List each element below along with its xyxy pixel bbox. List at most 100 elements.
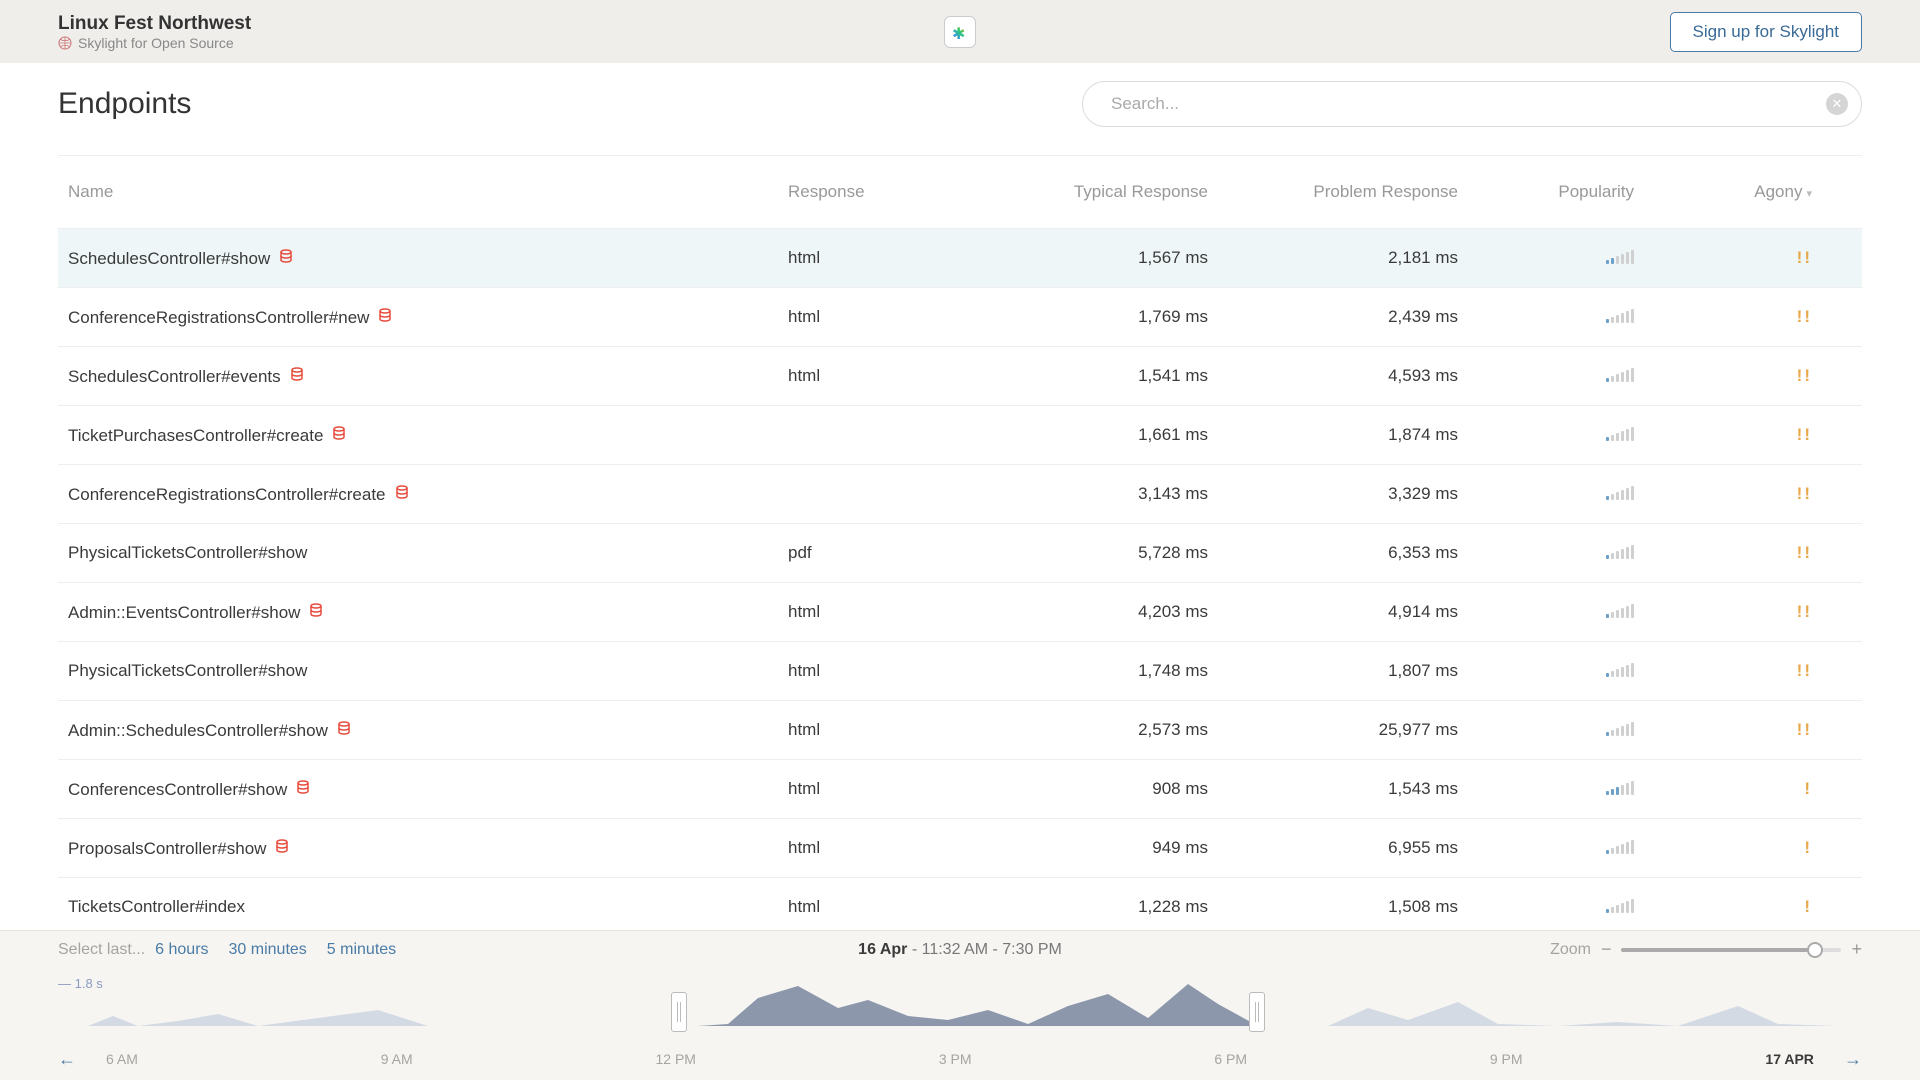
popularity-bars: [1458, 720, 1658, 741]
typical-response: 1,769 ms: [978, 307, 1208, 327]
range-handle-left[interactable]: [671, 992, 687, 1032]
response-type: pdf: [788, 543, 978, 563]
zoom-out-button[interactable]: −: [1601, 939, 1612, 960]
table-row[interactable]: TicketsController#indexhtml1,228 ms1,508…: [58, 877, 1862, 936]
tick-label: 6 PM: [1214, 1051, 1247, 1067]
search-wrap: ✕: [1082, 81, 1862, 127]
subtitle-text: Skylight for Open Source: [78, 35, 234, 51]
popularity-bars: [1458, 248, 1658, 269]
endpoint-name: PhysicalTicketsController#show: [68, 661, 307, 680]
range-link[interactable]: 5 minutes: [327, 941, 396, 958]
popularity-bars: [1458, 897, 1658, 918]
table-row[interactable]: Admin::EventsController#showhtml4,203 ms…: [58, 582, 1862, 641]
table-row[interactable]: ConferenceRegistrationsController#newhtm…: [58, 287, 1862, 346]
agony-indicator: !: [1804, 897, 1812, 916]
problem-response: 6,955 ms: [1208, 838, 1458, 858]
table-row[interactable]: PhysicalTicketsController#showhtml1,748 …: [58, 641, 1862, 700]
scroll-right-button[interactable]: →: [1844, 1049, 1862, 1070]
zoom-in-button[interactable]: +: [1851, 939, 1862, 960]
problem-response: 1,807 ms: [1208, 661, 1458, 681]
range-link[interactable]: 30 minutes: [229, 941, 307, 958]
database-icon: [274, 838, 290, 854]
logo[interactable]: [944, 16, 976, 48]
tick-label: 17 APR: [1765, 1051, 1814, 1067]
popularity-bars: [1458, 543, 1658, 564]
range-link[interactable]: 6 hours: [155, 941, 208, 958]
popularity-bars: [1458, 484, 1658, 505]
problem-response: 4,593 ms: [1208, 366, 1458, 386]
zoom-slider[interactable]: [1621, 948, 1841, 952]
agony-indicator: !!: [1797, 720, 1812, 739]
endpoints-table: Name Response Typical Response Problem R…: [58, 155, 1862, 936]
endpoint-name: ProposalsController#show: [68, 839, 266, 858]
tick-label: 6 AM: [106, 1051, 138, 1067]
col-name[interactable]: Name: [68, 182, 788, 202]
typical-response: 908 ms: [978, 779, 1208, 799]
globe-icon: [58, 36, 72, 50]
endpoint-name: Admin::EventsController#show: [68, 603, 300, 622]
tick-label: 3 PM: [939, 1051, 972, 1067]
chart-scale-label: — 1.8 s: [58, 976, 103, 991]
header-left: Linux Fest Northwest Skylight for Open S…: [58, 13, 251, 51]
signup-button[interactable]: Sign up for Skylight: [1670, 12, 1862, 52]
response-type: html: [788, 661, 978, 681]
typical-response: 1,541 ms: [978, 366, 1208, 386]
timeline-axis: ← 6 AM9 AM12 PM3 PM6 PM9 PM17 APR →: [58, 1048, 1862, 1070]
response-type: html: [788, 720, 978, 740]
endpoint-name: SchedulesController#events: [68, 367, 281, 386]
col-agony[interactable]: Agony▾: [1658, 182, 1852, 202]
page-title: Endpoints: [58, 87, 191, 121]
tick-label: 9 AM: [381, 1051, 413, 1067]
popularity-bars: [1458, 838, 1658, 859]
table-row[interactable]: ProposalsController#showhtml949 ms6,955 …: [58, 818, 1862, 877]
timeline-chart[interactable]: — 1.8 s: [58, 976, 1862, 1044]
title-row: Endpoints ✕: [58, 81, 1862, 127]
database-icon: [377, 307, 393, 323]
chevron-down-icon: ▾: [1806, 188, 1812, 200]
database-icon: [278, 248, 294, 264]
typical-response: 4,203 ms: [978, 602, 1208, 622]
header: Linux Fest Northwest Skylight for Open S…: [0, 0, 1920, 63]
problem-response: 1,874 ms: [1208, 425, 1458, 445]
agony-indicator: !!: [1797, 425, 1812, 444]
agony-indicator: !!: [1797, 366, 1812, 385]
database-icon: [308, 602, 324, 618]
endpoint-name: ConferenceRegistrationsController#new: [68, 308, 369, 327]
problem-response: 4,914 ms: [1208, 602, 1458, 622]
endpoint-name: ConferencesController#show: [68, 780, 287, 799]
zoom-control: Zoom − +: [1550, 939, 1862, 960]
search-input[interactable]: [1082, 81, 1862, 127]
typical-response: 2,573 ms: [978, 720, 1208, 740]
agony-indicator: !: [1804, 838, 1812, 857]
table-row[interactable]: ConferencesController#showhtml908 ms1,54…: [58, 759, 1862, 818]
col-typical[interactable]: Typical Response: [978, 182, 1208, 202]
table-row[interactable]: Admin::SchedulesController#showhtml2,573…: [58, 700, 1862, 759]
date-range-label: 16 Apr - 11:32 AM - 7:30 PM: [858, 941, 1062, 959]
endpoint-name: SchedulesController#show: [68, 249, 270, 268]
timeline-footer: Select last... 6 hours30 minutes5 minute…: [0, 930, 1920, 1080]
col-response[interactable]: Response: [788, 182, 978, 202]
response-type: html: [788, 897, 978, 917]
zoom-label: Zoom: [1550, 941, 1591, 959]
typical-response: 5,728 ms: [978, 543, 1208, 563]
problem-response: 1,543 ms: [1208, 779, 1458, 799]
popularity-bars: [1458, 661, 1658, 682]
table-row[interactable]: PhysicalTicketsController#show pdf5,728 m…: [58, 523, 1862, 582]
agony-indicator: !!: [1797, 248, 1812, 267]
table-row[interactable]: SchedulesController#showhtml1,567 ms2,18…: [58, 228, 1862, 287]
typical-response: 949 ms: [978, 838, 1208, 858]
endpoint-name: PhysicalTicketsController#show: [68, 543, 307, 562]
popularity-bars: [1458, 425, 1658, 446]
table-row[interactable]: ConferenceRegistrationsController#create…: [58, 464, 1862, 523]
endpoint-name: ConferenceRegistrationsController#create: [68, 485, 386, 504]
table-row[interactable]: SchedulesController#eventshtml1,541 ms4,…: [58, 346, 1862, 405]
col-problem[interactable]: Problem Response: [1208, 182, 1458, 202]
scroll-left-button[interactable]: ←: [58, 1049, 76, 1070]
subtitle: Skylight for Open Source: [58, 35, 251, 51]
endpoint-name: TicketPurchasesController#create: [68, 426, 323, 445]
search-clear-button[interactable]: ✕: [1826, 93, 1848, 115]
range-handle-right[interactable]: [1249, 992, 1265, 1032]
col-popularity[interactable]: Popularity: [1458, 182, 1658, 202]
table-row[interactable]: TicketPurchasesController#create1,661 ms…: [58, 405, 1862, 464]
agony-indicator: !!: [1797, 543, 1812, 562]
